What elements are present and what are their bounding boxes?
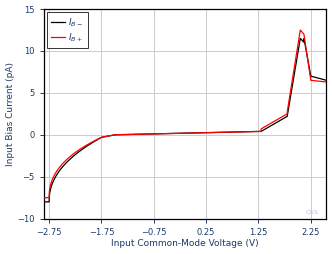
$I_{B+}$	[161, 132, 165, 135]
$I_{B-}$	[302, 41, 306, 44]
Line: $I_{B+}$: $I_{B+}$	[44, 30, 326, 198]
$I_{B-}$	[324, 79, 328, 82]
Y-axis label: Input Bias Current (pA): Input Bias Current (pA)	[6, 62, 15, 166]
X-axis label: Input Common-Mode Voltage (V): Input Common-Mode Voltage (V)	[111, 240, 259, 248]
$I_{B+}$	[42, 196, 46, 199]
Text: Q1S: Q1S	[305, 210, 318, 214]
$I_{B-}$	[176, 132, 180, 135]
$I_{B+}$	[247, 130, 251, 133]
$I_{B+}$	[176, 132, 180, 135]
$I_{B-}$	[247, 130, 251, 133]
$I_{B-}$	[298, 37, 302, 40]
Line: $I_{B-}$: $I_{B-}$	[44, 38, 326, 202]
$I_{B-}$	[163, 132, 167, 135]
$I_{B-}$	[316, 76, 320, 80]
$I_{B+}$	[298, 28, 302, 31]
$I_{B-}$	[42, 200, 46, 203]
Legend: $I_{B-}$, $I_{B+}$: $I_{B-}$, $I_{B+}$	[46, 12, 88, 48]
$I_{B+}$	[316, 80, 320, 83]
$I_{B+}$	[302, 33, 306, 36]
$I_{B-}$	[161, 132, 165, 135]
$I_{B+}$	[324, 81, 328, 84]
$I_{B+}$	[163, 132, 167, 135]
